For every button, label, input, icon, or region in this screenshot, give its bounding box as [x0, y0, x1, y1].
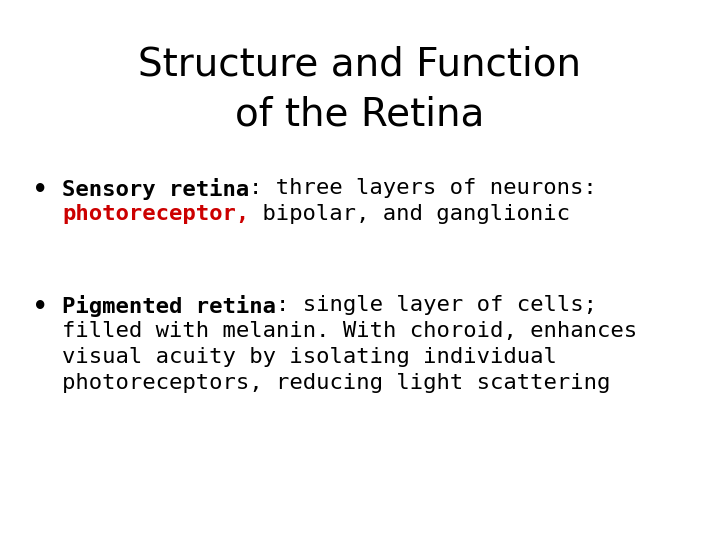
Text: filled with melanin. With choroid, enhances: filled with melanin. With choroid, enhan…	[62, 321, 637, 341]
Text: visual acuity by isolating individual: visual acuity by isolating individual	[62, 347, 557, 367]
Text: Pigmented retina: Pigmented retina	[62, 295, 276, 317]
Text: Structure and Function: Structure and Function	[138, 45, 582, 83]
Text: bipolar, and ganglionic: bipolar, and ganglionic	[249, 204, 570, 224]
Text: photoreceptor,: photoreceptor,	[62, 204, 249, 224]
Text: photoreceptors, reducing light scattering: photoreceptors, reducing light scatterin…	[62, 373, 611, 393]
Text: of the Retina: of the Retina	[235, 95, 485, 133]
Text: : three layers of neurons:: : three layers of neurons:	[249, 178, 597, 198]
Text: •: •	[33, 178, 47, 202]
Text: •: •	[33, 295, 47, 319]
Text: Sensory retina: Sensory retina	[62, 178, 249, 200]
Text: : single layer of cells;: : single layer of cells;	[276, 295, 597, 315]
